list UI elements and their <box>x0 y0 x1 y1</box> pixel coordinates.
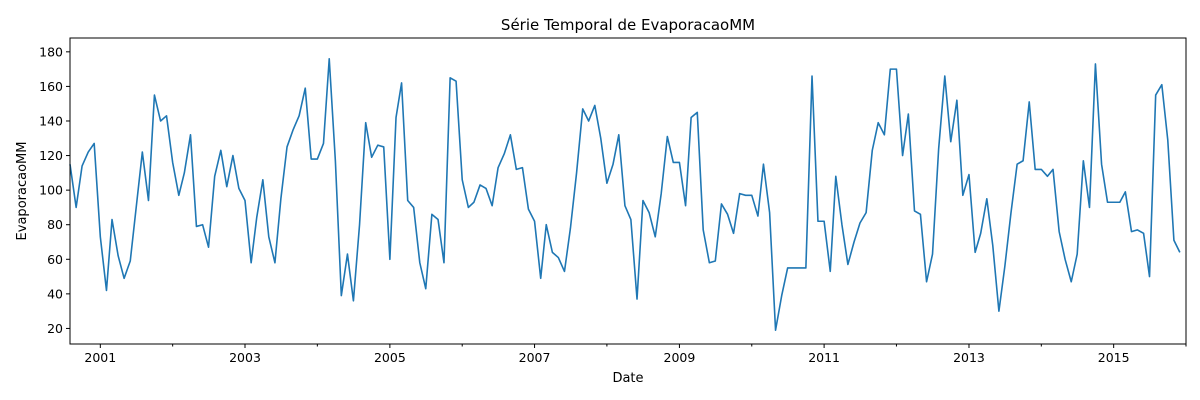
y-tick-label: 60 <box>47 252 63 267</box>
y-tick-label: 20 <box>47 321 63 336</box>
y-tick-label: 160 <box>39 79 63 94</box>
x-tick-label: 2013 <box>953 350 985 365</box>
x-axis-label: Date <box>612 371 643 386</box>
chart-title: Série Temporal de EvaporacaoMM <box>501 16 755 34</box>
x-axis-ticks: 2001 2003 2005 2007 2009 2011 2013 2015 <box>84 344 1187 365</box>
y-axis-label: EvaporacaoMM <box>15 142 30 241</box>
x-tick-label: 2015 <box>1098 350 1130 365</box>
y-tick-label: 80 <box>47 217 63 232</box>
plot-frame <box>69 37 1187 345</box>
series-line-evaporacao <box>69 57 1181 331</box>
x-tick-label: 2009 <box>664 350 696 365</box>
x-tick-label: 2007 <box>519 350 551 365</box>
x-tick-label: 2005 <box>374 350 406 365</box>
y-tick-label: 180 <box>39 44 63 59</box>
y-tick-label: 40 <box>47 286 63 301</box>
x-tick-label: 2003 <box>229 350 261 365</box>
y-axis-ticks: 20 40 60 80 100 120 140 160 180 <box>39 44 70 336</box>
y-tick-label: 120 <box>39 148 63 163</box>
x-tick-label: 2001 <box>84 350 116 365</box>
x-tick-label: 2011 <box>808 350 840 365</box>
y-tick-label: 100 <box>39 183 63 198</box>
y-tick-label: 140 <box>39 113 63 128</box>
